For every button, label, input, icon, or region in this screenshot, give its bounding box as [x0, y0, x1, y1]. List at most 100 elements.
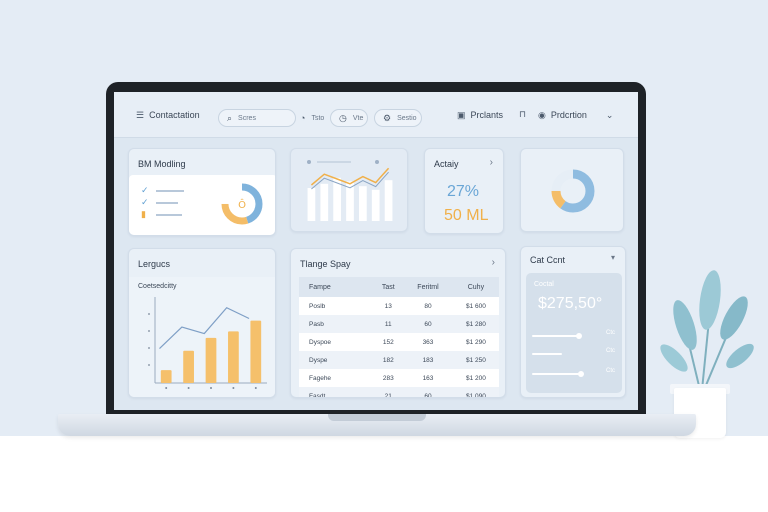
laptop-base: [58, 414, 696, 436]
table-card[interactable]: Tlange Spay › Fampe Tast Feritml Cuhy Po…: [290, 248, 506, 398]
check-icon: ✓: [141, 185, 149, 195]
legues-card[interactable]: Lergucs Coetsedcitty: [128, 248, 276, 398]
table-row[interactable]: Fagehe 283 163 $1 200: [299, 369, 499, 387]
cell: 163: [403, 369, 453, 387]
cell: 283: [373, 369, 404, 387]
table-row[interactable]: Fasdt 21 60 $1 090: [299, 387, 499, 397]
pie-card[interactable]: [520, 148, 624, 232]
table-row[interactable]: Poslb 13 80 $1 600: [299, 297, 499, 315]
modeling-card[interactable]: BM Modling ✓ ✓ ▮ Ô: [128, 148, 276, 236]
profile-menu[interactable]: ◉ Prdcrtion ⌄: [538, 110, 613, 120]
table-title: Tlange Spay: [300, 259, 351, 269]
cell: 21: [373, 387, 404, 397]
settings-icon: ⚙: [383, 112, 392, 123]
column-header[interactable]: Tast: [373, 277, 404, 297]
products-link[interactable]: ▣ Prclants: [457, 110, 503, 120]
leaf: [726, 343, 754, 369]
search-placeholder: Scres: [238, 114, 256, 122]
table-row[interactable]: Dyspe 182 183 $1 250: [299, 351, 499, 369]
cost-slider[interactable]: [532, 333, 582, 339]
chevron-down-icon[interactable]: ▾: [610, 253, 615, 262]
activity-stat-primary: 27%: [447, 183, 480, 200]
cost-card[interactable]: Cat Ccnt ▾ Coctal $275,50° Ctc Ctc Ctc: [520, 246, 626, 398]
lock-icon: ⊓: [519, 109, 527, 119]
lock-button[interactable]: ⊓: [519, 110, 526, 119]
chevron-right-icon[interactable]: ›: [489, 157, 493, 168]
x-tick: [232, 387, 235, 389]
table-row[interactable]: Dyspoe 152 363 $1 290: [299, 333, 499, 351]
check-item: ▮: [141, 209, 182, 220]
cell: Pasb: [299, 315, 374, 333]
cell: Dyspe: [299, 351, 374, 369]
column-header[interactable]: Cuhy: [452, 277, 499, 297]
slider-knob[interactable]: [578, 371, 584, 377]
column-header[interactable]: Feritml: [403, 277, 453, 297]
pie-chart: [551, 169, 595, 213]
trend-line: [159, 307, 250, 350]
clock-icon: ◷: [339, 112, 347, 123]
nav-pill-two-label: Tsto: [311, 114, 325, 122]
cell: 60: [403, 315, 453, 333]
activity-card[interactable]: Actaiy › 27% 50 ML: [424, 148, 504, 234]
plant-illustration: [660, 270, 754, 391]
bar: [333, 177, 341, 221]
table-header-row: Fampe Tast Feritml Cuhy: [299, 277, 499, 297]
pin-icon: ◔: [300, 112, 306, 123]
nav-pill-three[interactable]: ◷ Vte: [330, 109, 368, 127]
bar-icon: ▮: [141, 209, 146, 219]
laptop-notch: [328, 414, 426, 421]
y-tick: [148, 313, 150, 315]
search-icon: ⌕: [227, 112, 233, 123]
menu-icon[interactable]: ☰: [136, 109, 145, 120]
cell: Dyspoe: [299, 333, 374, 351]
x-tick: [254, 387, 257, 389]
bar: [359, 186, 367, 221]
cost-slider[interactable]: [532, 371, 584, 377]
avatar-icon: ◉: [538, 109, 546, 120]
leaf: [673, 300, 697, 350]
dashboard-screen: ☰ Contactation ⌕ Scres ◔ Tsto ◷ Vte ⚙ Se…: [114, 92, 638, 410]
cost-slider[interactable]: [532, 353, 562, 355]
legues-subtitle: Coetsedcitty: [138, 283, 177, 290]
donut-slice: [221, 183, 263, 225]
cell: $1 280: [452, 315, 499, 333]
nav-pill-three-label: Vte: [352, 114, 364, 122]
desk-surface: [0, 436, 768, 512]
table-row[interactable]: Pasb 11 60 $1 280: [299, 315, 499, 333]
check-item: ✓: [141, 185, 184, 196]
bar: [371, 189, 380, 221]
leaf: [699, 270, 721, 330]
bar: [160, 370, 172, 383]
brand[interactable]: ☰ Contactation: [136, 110, 200, 120]
cost-amount: $275,50°: [538, 295, 603, 312]
slider-value: Ctc: [606, 330, 615, 336]
x-tick: [210, 387, 212, 389]
bar: [183, 350, 194, 383]
cell: 182: [373, 351, 404, 369]
modeling-title: BM Modling: [138, 159, 186, 169]
slider-value: Ctc: [606, 348, 615, 354]
legend-dot: [307, 160, 311, 164]
activity-title: Actaiy: [434, 159, 459, 169]
x-tick: [187, 387, 190, 389]
cell: 11: [373, 315, 404, 333]
chevron-down-icon: ⌄: [605, 109, 614, 120]
cell: 80: [403, 297, 453, 315]
cell: $1 600: [452, 297, 499, 315]
activity-stat-secondary: 50 ML: [444, 207, 489, 224]
cell: $1 250: [452, 351, 499, 369]
nav-pill-two[interactable]: ◔ Tsto: [292, 109, 324, 127]
profile-label: Prdcrtion: [550, 110, 587, 120]
brand-label: Contactation: [149, 110, 200, 120]
trend-card[interactable]: [290, 148, 408, 232]
search-input[interactable]: ⌕ Scres: [218, 109, 296, 127]
cell: 60: [403, 387, 453, 397]
cost-label: Coctal: [534, 281, 554, 288]
chevron-right-icon[interactable]: ›: [491, 257, 495, 268]
nav-pill-four[interactable]: ⚙ Sestio: [374, 109, 422, 127]
slider-knob[interactable]: [576, 333, 582, 339]
cell: Poslb: [299, 297, 374, 315]
column-header[interactable]: Fampe: [299, 277, 374, 297]
cell: Fagehe: [299, 369, 374, 387]
cell: 152: [373, 333, 404, 351]
